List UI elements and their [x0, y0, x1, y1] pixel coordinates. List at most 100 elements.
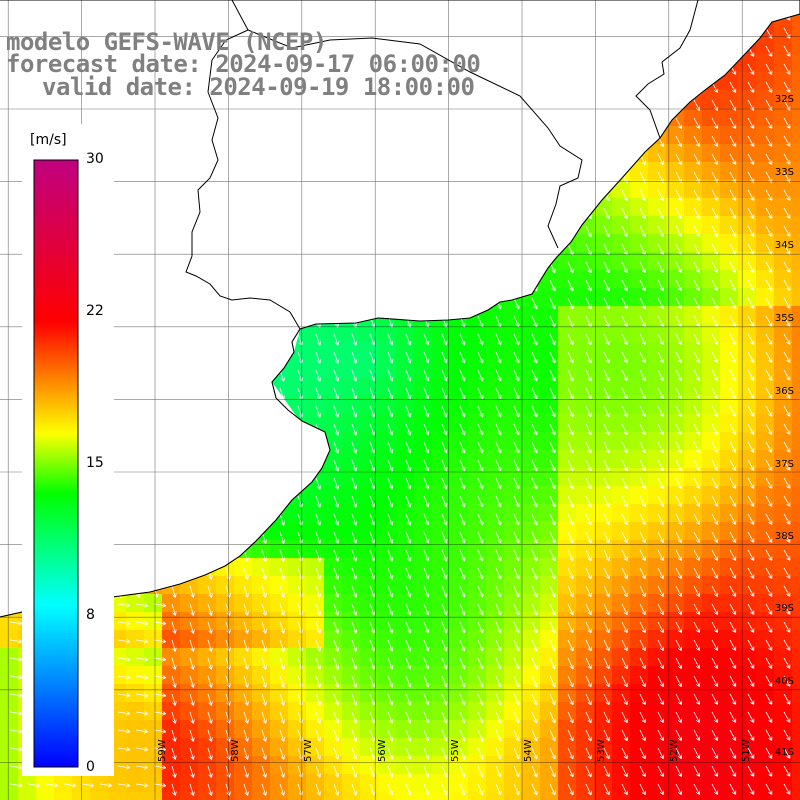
wind-speed-cell: [198, 594, 217, 613]
wind-arrow: [765, 351, 773, 363]
wind-arrow: [729, 81, 737, 93]
wind-speed-cell: [594, 540, 613, 559]
wind-speed-cell: [198, 738, 217, 757]
wind-speed-cell: [576, 252, 595, 271]
wind-speed-cell: [198, 774, 217, 793]
wind-speed-cell: [270, 576, 289, 595]
wind-speed-cell: [342, 702, 361, 721]
wind-speed-cell: [522, 414, 541, 433]
wind-arrow: [387, 333, 394, 346]
wind-speed-cell: [234, 684, 253, 703]
wind-speed-cell: [126, 648, 145, 667]
wind-speed-cell: [468, 522, 487, 541]
wind-speed-cell: [558, 522, 577, 541]
wind-speed-cell: [486, 558, 505, 577]
wind-arrow: [657, 297, 664, 310]
wind-speed-cell: [522, 396, 541, 415]
wind-speed-cell: [522, 540, 541, 559]
wind-speed-cell: [702, 180, 721, 199]
wind-arrow: [531, 333, 538, 346]
wind-speed-cell: [720, 684, 739, 703]
wind-speed-cell: [684, 126, 703, 145]
wind-speed-cell: [198, 720, 217, 739]
wind-speed-cell: [558, 630, 577, 649]
wind-speed-cell: [702, 198, 721, 217]
wind-speed-cell: [720, 720, 739, 739]
wind-speed-cell: [720, 738, 739, 757]
wind-speed-cell: [378, 684, 397, 703]
wind-arrow: [747, 189, 755, 201]
wind-speed-cell: [774, 468, 793, 487]
wind-arrow: [387, 369, 394, 382]
wind-arrow: [603, 207, 610, 220]
wind-speed-cell: [792, 504, 800, 523]
wind-speed-cell: [792, 18, 800, 37]
wind-speed-cell: [738, 504, 757, 523]
wind-speed-cell: [216, 774, 235, 793]
wind-arrow: [693, 189, 700, 201]
wind-speed-cell: [666, 504, 685, 523]
wind-speed-cell: [666, 270, 685, 289]
wind-speed-cell: [306, 648, 325, 667]
wind-speed-cell: [756, 666, 775, 685]
wind-speed-cell: [756, 108, 775, 127]
wind-speed-cell: [612, 306, 631, 325]
wind-speed-cell: [594, 630, 613, 649]
wind-speed-cell: [756, 342, 775, 361]
wind-speed-cell: [306, 738, 325, 757]
wind-speed-cell: [756, 72, 775, 91]
wind-speed-cell: [756, 288, 775, 307]
wind-speed-cell: [612, 468, 631, 487]
wind-speed-cell: [558, 378, 577, 397]
wind-speed-cell: [648, 306, 667, 325]
wind-speed-cell: [756, 306, 775, 325]
wind-speed-cell: [486, 540, 505, 559]
wind-arrow: [765, 207, 773, 219]
wind-speed-cell: [432, 702, 451, 721]
wind-speed-cell: [0, 666, 19, 685]
wind-arrow: [351, 387, 358, 400]
wind-speed-cell: [0, 774, 19, 793]
wind-arrow: [693, 279, 700, 291]
wind-arrow: [585, 225, 592, 238]
wind-speed-cell: [468, 432, 487, 451]
wind-speed-cell: [792, 72, 800, 91]
wind-speed-cell: [612, 486, 631, 505]
wind-speed-cell: [576, 756, 595, 775]
wind-speed-cell: [630, 738, 649, 757]
wind-speed-cell: [576, 630, 595, 649]
wind-speed-cell: [486, 342, 505, 361]
wind-speed-cell: [558, 702, 577, 721]
wind-speed-cell: [162, 774, 181, 793]
wind-speed-cell: [792, 216, 800, 235]
lat-label-37s: 37S: [774, 459, 794, 470]
wind-speed-cell: [414, 540, 433, 559]
wind-arrow: [747, 351, 755, 363]
wind-speed-cell: [648, 594, 667, 613]
wind-arrow: [621, 405, 628, 418]
wind-speed-cell: [612, 234, 631, 253]
wind-speed-cell: [684, 756, 703, 775]
wind-speed-cell: [792, 630, 800, 649]
wind-speed-cell: [774, 576, 793, 595]
wind-speed-cell: [342, 324, 361, 343]
wind-speed-cell: [792, 666, 800, 685]
wind-speed-cell: [432, 774, 451, 793]
wind-speed-cell: [774, 324, 793, 343]
wind-speed-cell: [306, 324, 325, 343]
wind-speed-cell: [504, 540, 523, 559]
wind-arrow: [783, 207, 791, 219]
wind-speed-cell: [738, 630, 757, 649]
wind-speed-cell: [342, 774, 361, 793]
wind-speed-cell: [648, 756, 667, 775]
wind-arrow: [729, 153, 737, 165]
wind-speed-cell: [558, 432, 577, 451]
wind-arrow: [693, 207, 700, 219]
wind-arrow: [675, 135, 682, 148]
wind-speed-cell: [558, 252, 577, 271]
wind-speed-cell: [630, 414, 649, 433]
wind-speed-cell: [216, 720, 235, 739]
wind-speed-cell: [180, 594, 199, 613]
wind-arrow: [603, 315, 610, 328]
wind-speed-cell: [792, 576, 800, 595]
